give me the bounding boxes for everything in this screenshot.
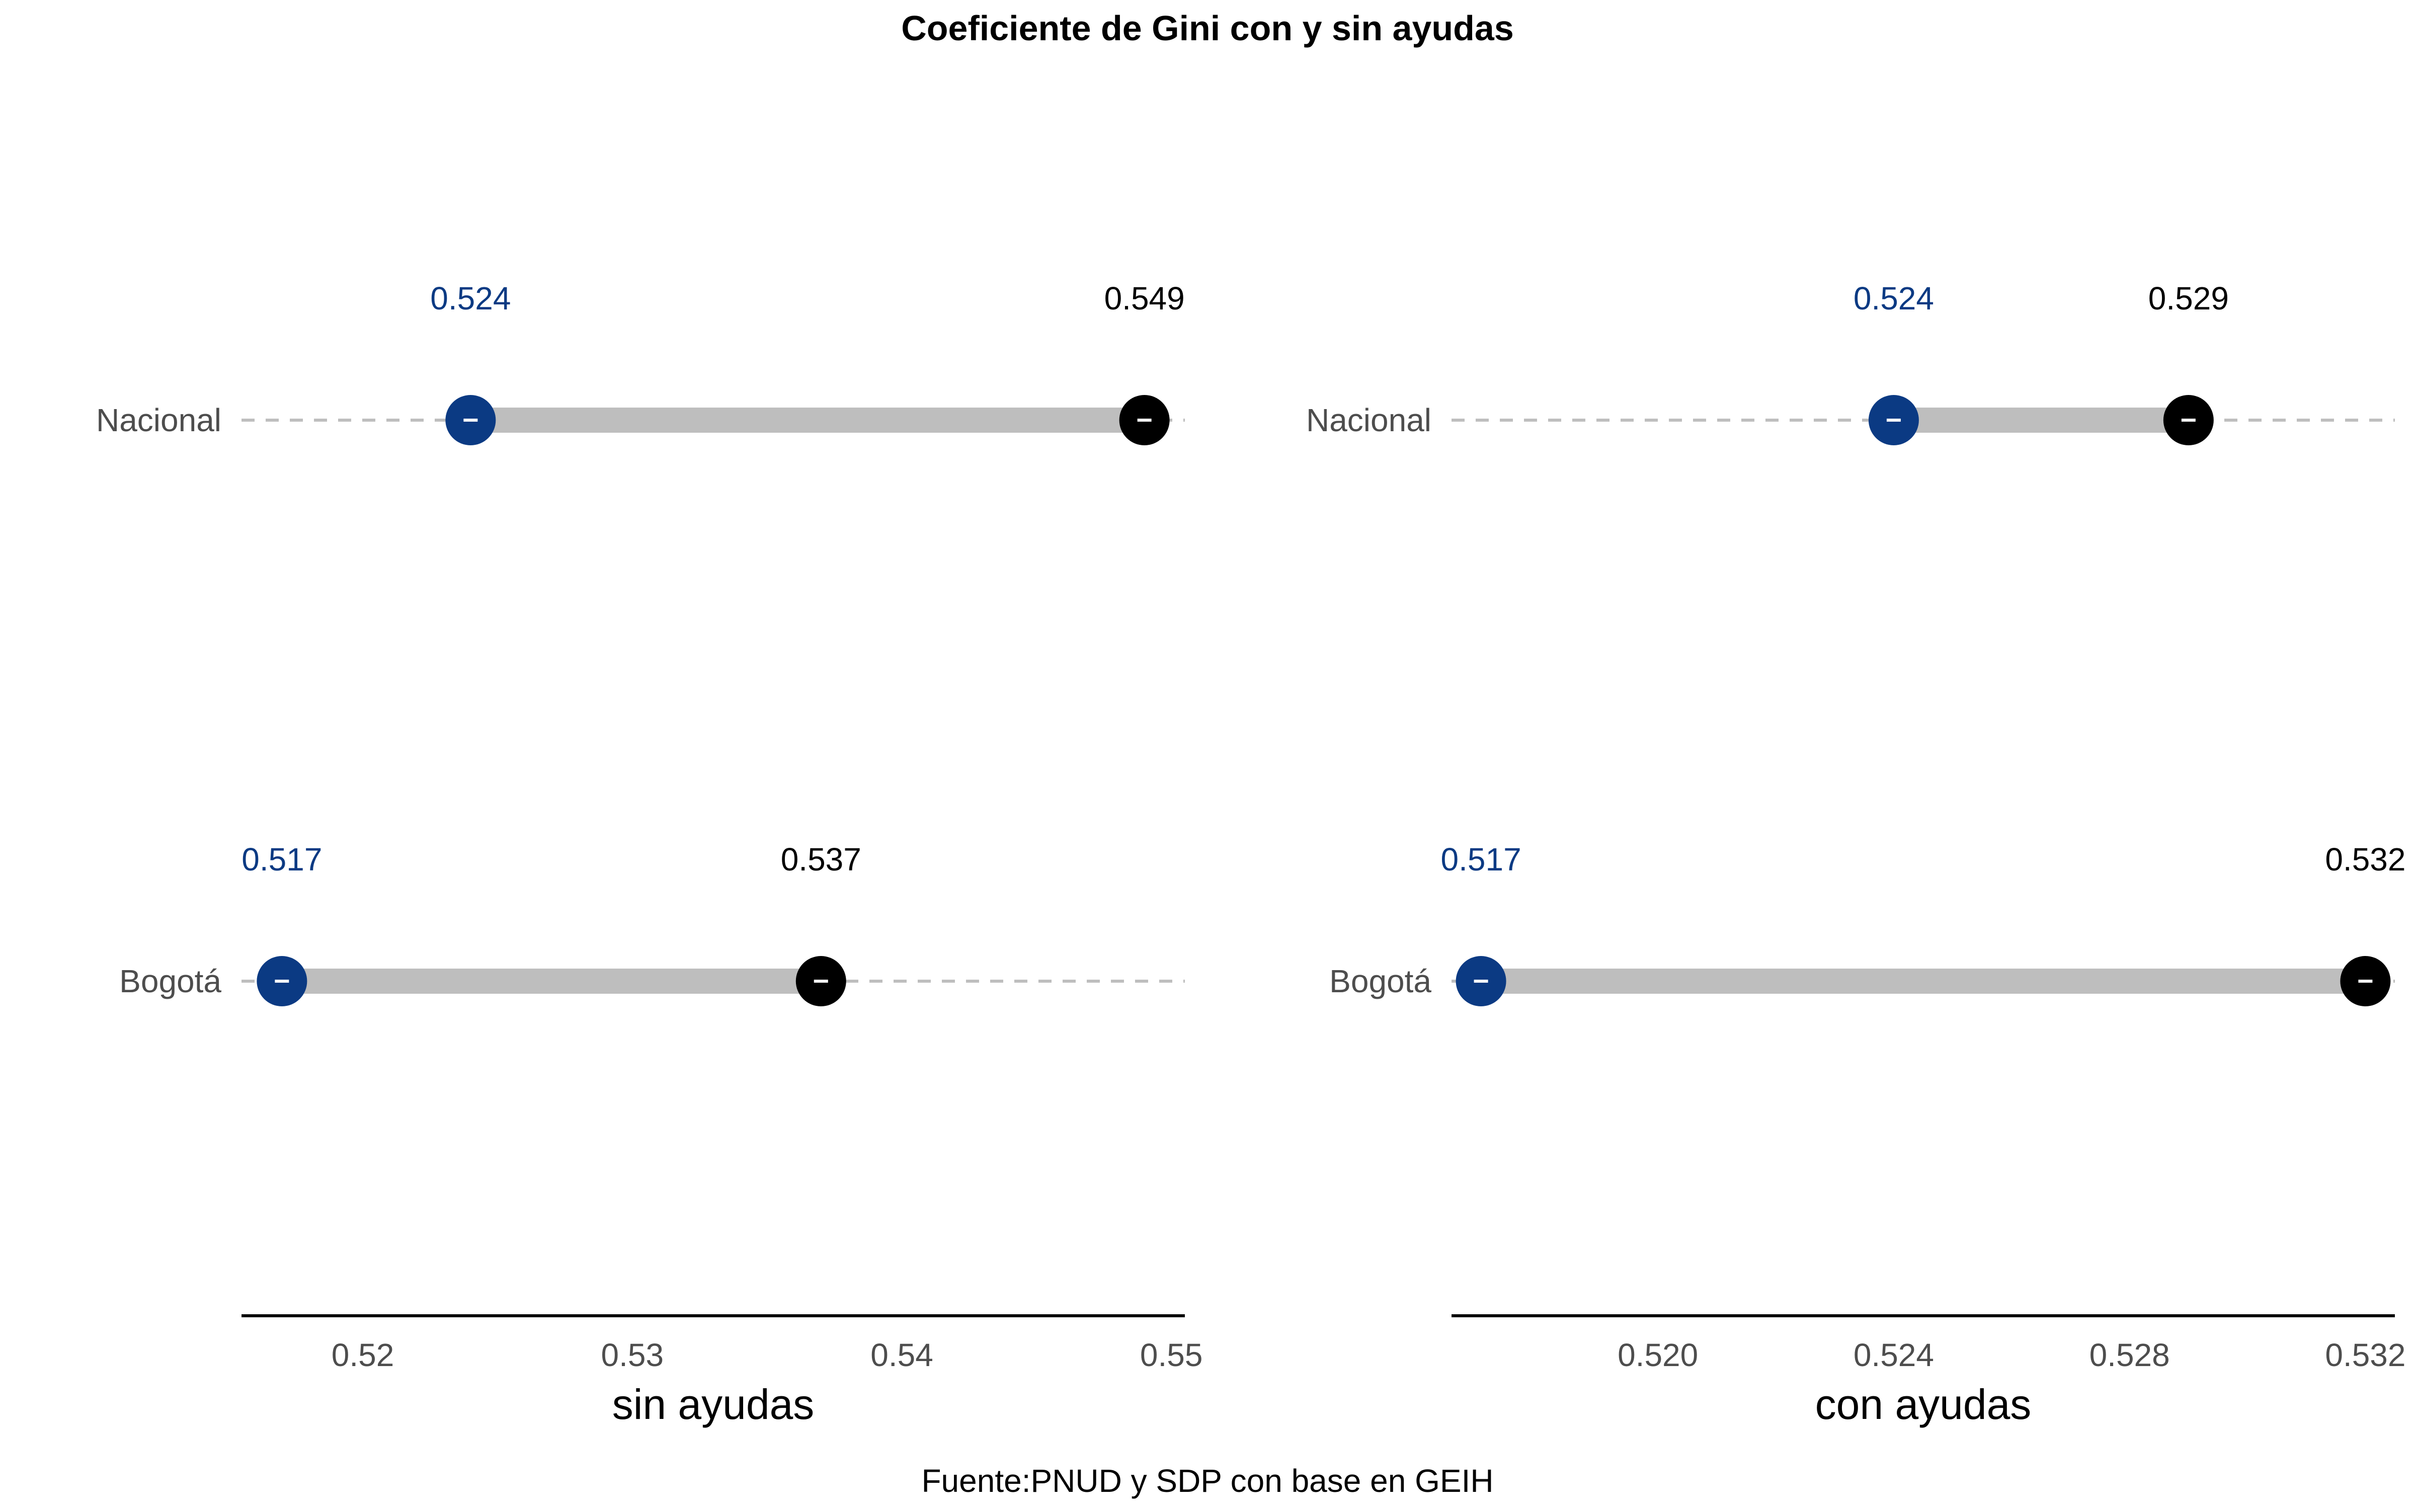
panel-1: Nacional 0.524 0.529 Bogotá 0.517 0.532 0.520 0…: [1306, 280, 2406, 1428]
panels: Nacional 0.524 0.549 Bogotá 0.517 0.537 0.52 0.…: [96, 280, 2406, 1428]
x-axis-title: con ayudas: [1815, 1381, 2032, 1428]
high-value-label: 0.532: [2325, 841, 2405, 878]
x-tick-label: 0.520: [1618, 1337, 1698, 1373]
panel-0: Nacional 0.524 0.549 Bogotá 0.517 0.537 0.52 0.…: [96, 280, 1203, 1428]
x-axis-title: sin ayudas: [612, 1381, 815, 1428]
x-tick-label: 0.55: [1140, 1337, 1203, 1373]
low-value-label: 0.524: [430, 280, 511, 316]
x-tick-label: 0.53: [601, 1337, 664, 1373]
category-label: Bogotá: [119, 963, 221, 999]
high-value-label: 0.537: [781, 841, 861, 878]
x-tick-label: 0.528: [2089, 1337, 2170, 1373]
x-tick-label: 0.524: [1854, 1337, 1934, 1373]
high-value-label: 0.529: [2148, 280, 2229, 316]
x-tick-label: 0.52: [332, 1337, 394, 1373]
chart-title: Coeficiente de Gini con y sin ayudas: [901, 9, 1514, 48]
high-value-label: 0.549: [1104, 280, 1185, 316]
low-value-label: 0.517: [1441, 841, 1521, 878]
low-value-label: 0.517: [242, 841, 322, 878]
x-tick-label: 0.532: [2325, 1337, 2405, 1373]
x-tick-label: 0.54: [870, 1337, 933, 1373]
low-value-label: 0.524: [1854, 280, 1934, 316]
category-label: Bogotá: [1329, 963, 1431, 999]
category-label: Nacional: [96, 402, 221, 438]
category-label: Nacional: [1306, 402, 1431, 438]
chart-caption: Fuente:PNUD y SDP con base en GEIH: [921, 1463, 1493, 1499]
